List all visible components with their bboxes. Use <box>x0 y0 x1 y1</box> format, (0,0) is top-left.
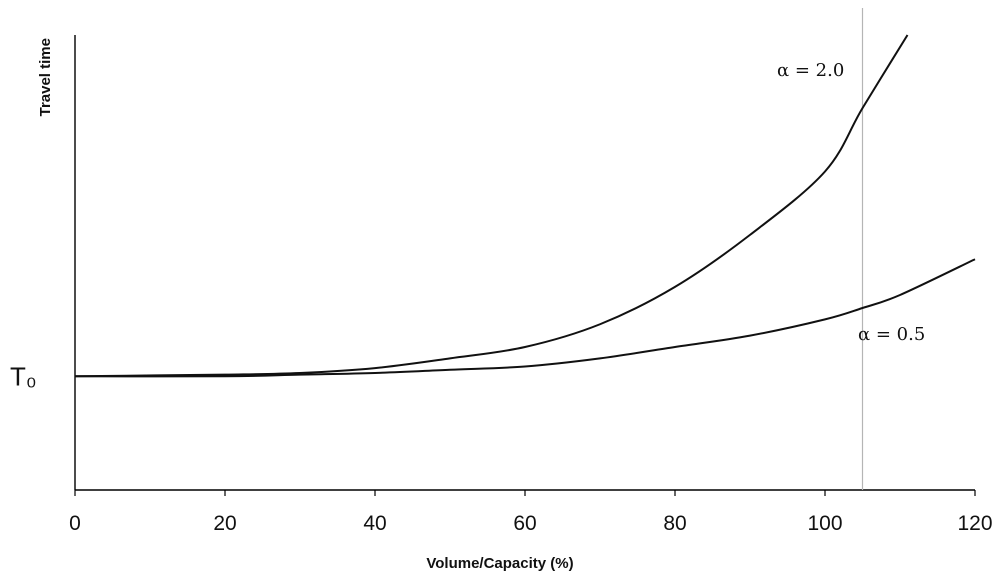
x-tick-label: 100 <box>807 512 842 535</box>
y-axis-title: Travel time <box>37 38 54 116</box>
x-tick-label: 0 <box>69 512 81 535</box>
curve-annotation-1: α = 0.5 <box>858 324 925 345</box>
series-line-0 <box>75 34 909 378</box>
x-tick-label: 60 <box>513 512 536 535</box>
x-tick-label: 120 <box>957 512 992 535</box>
series-line-1 <box>75 258 976 378</box>
curves <box>75 34 976 378</box>
labels: 0 20 40 60 80 100 120 Volume/Capacity (%) Travel… <box>10 38 993 572</box>
x-axis-title: Volume/Capacity (%) <box>426 555 573 572</box>
x-tick-label: 20 <box>213 512 236 535</box>
x-tick-label: 40 <box>363 512 386 535</box>
axes <box>74 8 976 496</box>
x-tick-label: 80 <box>663 512 686 535</box>
curve-annotation-0: α = 2.0 <box>777 60 844 81</box>
y-reference-label: T₀ <box>10 361 37 391</box>
